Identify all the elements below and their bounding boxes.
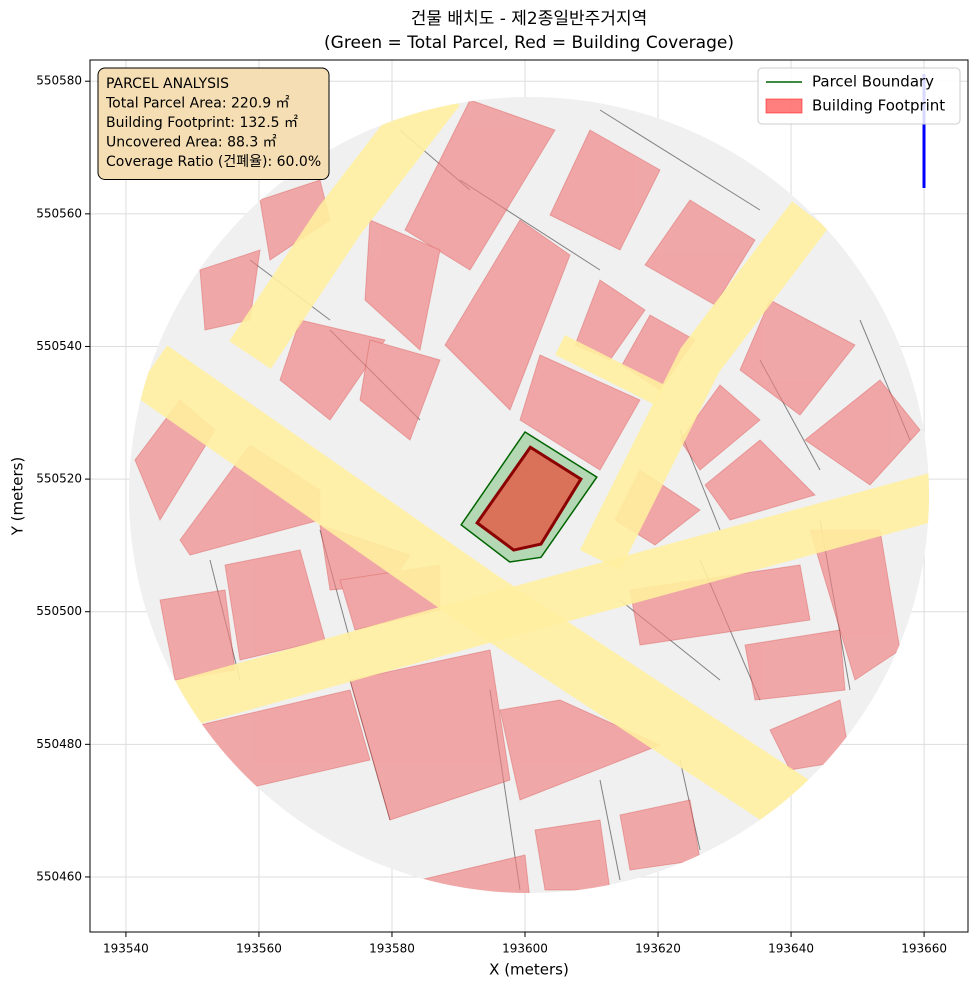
parcel-polygon (475, 445, 583, 552)
legend-label: Parcel Boundary (812, 73, 934, 91)
y-tick-label: 550520 (36, 472, 82, 486)
x-tick-label: 193660 (901, 942, 947, 956)
plot-frame (89, 59, 969, 933)
info-text: Building Footprint: 132.5 ㎡ (106, 115, 298, 131)
x-tick-label: 193600 (502, 942, 548, 956)
legend-swatch (765, 98, 803, 114)
legend-box (757, 67, 961, 125)
legend-label: Building Footprint (812, 97, 945, 115)
x-tick-label: 193560 (236, 942, 282, 956)
info-text: Total Parcel Area: 220.9 ㎡ (105, 96, 290, 112)
y-tick-label: 550500 (36, 604, 82, 618)
y-tick-label: 550460 (36, 869, 82, 883)
x-tick-label: 193540 (103, 942, 149, 956)
y-tick-label: 550560 (36, 206, 82, 220)
y-tick-label: 550480 (36, 737, 82, 751)
x-tick-label: 193620 (635, 942, 681, 956)
y-tick-label: 550580 (36, 74, 82, 88)
info-text: Coverage Ratio (건폐율): 60.0% (106, 154, 321, 170)
x-tick-label: 193640 (768, 942, 814, 956)
y-tick-label: 550540 (36, 339, 82, 353)
x-axis-label: X (meters) (489, 961, 569, 979)
chart-subtitle: (Green = Total Parcel, Red = Building Co… (324, 33, 734, 53)
info-text: PARCEL ANALYSIS (106, 76, 229, 92)
chart-title: 건물 배치도 - 제2종일반주거지역 (411, 9, 647, 29)
info-box (97, 67, 330, 180)
y-axis-label: Y (meters) (9, 457, 27, 537)
info-text: Uncovered Area: 88.3 ㎡ (106, 135, 277, 151)
x-tick-label: 193580 (369, 942, 415, 956)
